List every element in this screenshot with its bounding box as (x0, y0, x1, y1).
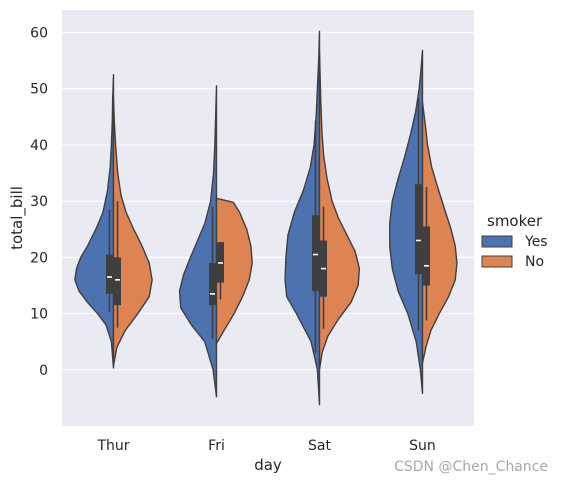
watermark: CSDN @Chen_Chance (394, 459, 548, 475)
x-tick-label: Sat (308, 438, 331, 454)
legend-swatch-no (481, 255, 513, 268)
violin-no-thur (112, 97, 153, 367)
y-tick-label: 0 (39, 363, 48, 379)
violin-no-sat (318, 51, 361, 371)
legend-title: smoker (487, 212, 543, 230)
y-tick-label: 10 (30, 307, 48, 323)
y-axis-label: total_bill (8, 186, 27, 250)
x-axis-label: day (254, 456, 282, 474)
violin-yes-sun (389, 49, 424, 395)
violin-yes-sat (284, 30, 321, 406)
legend-label-yes: Yes (524, 234, 548, 250)
y-tick-label: 30 (30, 194, 48, 210)
x-tick-label: Sun (409, 438, 436, 454)
x-tick-labels: Thur Fri Sat Sun (96, 438, 435, 454)
x-tick-label: Fri (208, 438, 225, 454)
y-tick-labels: 0 10 20 30 40 50 60 (30, 25, 48, 378)
violins (74, 30, 458, 406)
violin-yes-fri (178, 85, 218, 398)
legend: smoker Yes No (481, 212, 548, 270)
y-tick-label: 40 (30, 138, 48, 154)
legend-label-no: No (525, 254, 544, 270)
violin-no-fri (215, 197, 253, 345)
x-tick-label: Thur (96, 438, 129, 454)
y-tick-label: 50 (30, 82, 48, 98)
violin-no-sun (421, 102, 458, 364)
y-tick-label: 60 (30, 25, 48, 41)
y-tick-label: 20 (30, 250, 48, 266)
violin-yes-thur (74, 73, 115, 369)
legend-swatch-yes (481, 235, 513, 248)
